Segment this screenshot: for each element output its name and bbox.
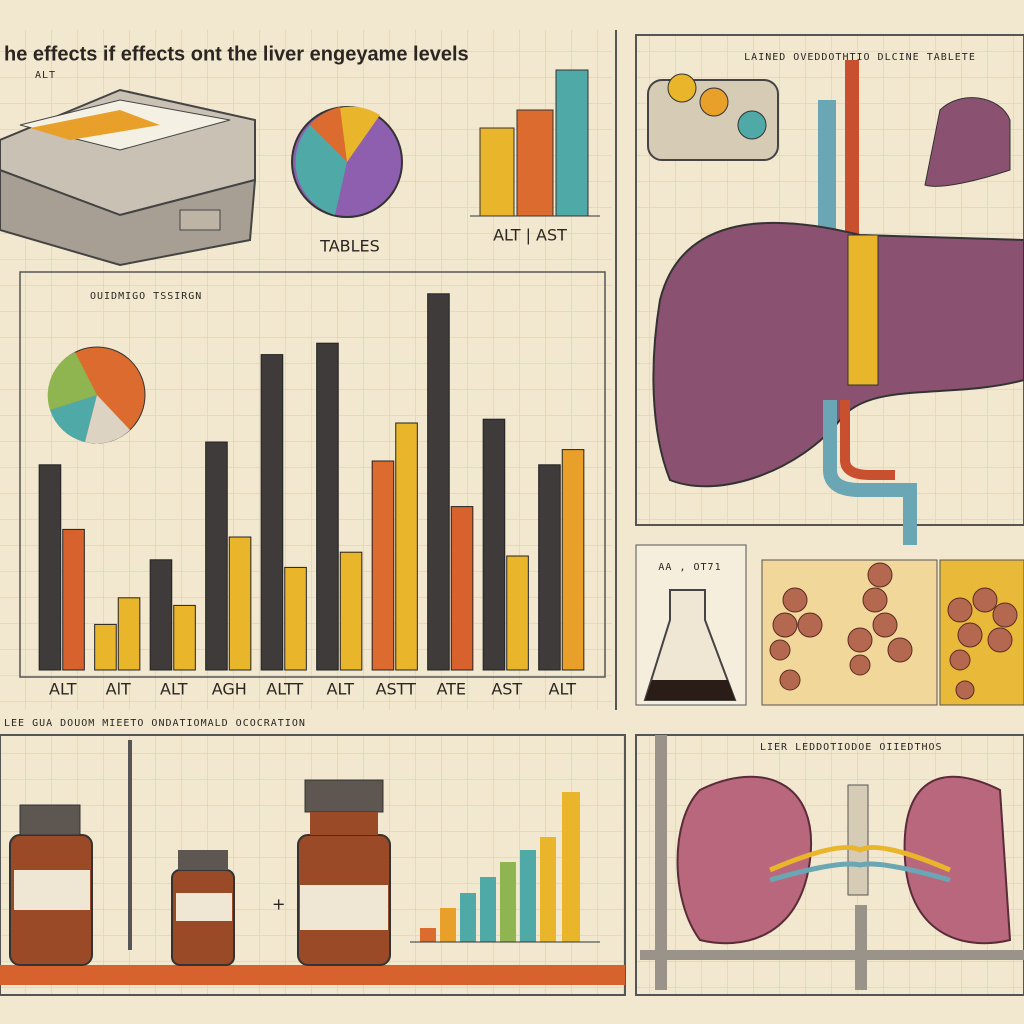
x-tick-label: AST xyxy=(491,680,522,699)
x-tick-label: AlT xyxy=(106,680,131,699)
flask-label: AA , OT71 xyxy=(658,562,721,573)
bar xyxy=(339,551,363,671)
box-illustration: ALT xyxy=(0,70,257,267)
bar xyxy=(482,418,506,671)
chart-subtitle: OUIDMIGO TSSIRGN xyxy=(90,291,202,302)
title: he effects if effects ont the liver enge… xyxy=(4,43,469,65)
bar xyxy=(117,597,141,671)
x-tick-label: ATE xyxy=(436,680,466,699)
x-tick-label: ALT xyxy=(327,680,355,699)
pie-label: TABLES xyxy=(319,237,380,256)
mini-bars: ALT | AST xyxy=(470,69,600,245)
flask-panel: AA , OT71 xyxy=(635,544,1024,706)
bar xyxy=(395,422,418,671)
x-tick-label: ALTT xyxy=(266,680,303,699)
x-tick-label: ASTT xyxy=(376,680,417,699)
bar xyxy=(538,464,561,671)
bar xyxy=(205,441,228,671)
x-tick-label: ALT xyxy=(49,680,77,699)
bar xyxy=(316,342,339,671)
chart-frame xyxy=(19,271,606,678)
bar xyxy=(38,464,62,671)
mini-pie xyxy=(47,346,146,444)
bar xyxy=(561,449,585,671)
bottom-left-caption: LEE GUA DOUOM MIEETO ONDATIOMALD OCOCRAT… xyxy=(4,718,306,729)
x-tick-label: AGH xyxy=(212,680,247,699)
mini-bars-label: ALT | AST xyxy=(493,226,567,245)
bar xyxy=(149,559,173,671)
bar xyxy=(450,506,474,671)
bar xyxy=(94,623,117,671)
bar xyxy=(506,555,529,671)
pie-illustration: TABLES xyxy=(291,106,403,256)
kidneys-illustration: LIER LEDDOTIODOE OIIEDTHOS xyxy=(640,735,1024,990)
bar xyxy=(427,293,450,671)
liver-illustration: LAINED OVEDDOTHTIO DLCINE TABLETE xyxy=(647,52,1024,545)
bar xyxy=(284,566,307,671)
bar xyxy=(173,604,196,671)
x-tick-label: ALT xyxy=(160,680,188,699)
bar xyxy=(62,528,85,671)
bar xyxy=(260,354,284,671)
plus-sign: + xyxy=(272,895,285,914)
bar xyxy=(228,536,252,671)
bottles-illustration: LEE GUA DOUOM MIEETO ONDATIOMALD OCOCRAT… xyxy=(0,718,625,985)
liver-caption: LAINED OVEDDOTHTIO DLCINE TABLETE xyxy=(744,52,976,63)
bottom-right-caption: LIER LEDDOTIODOE OIIEDTHOS xyxy=(760,742,943,753)
box-label: ALT xyxy=(35,70,56,81)
bar xyxy=(371,460,395,671)
x-tick-label: ALT xyxy=(549,680,577,699)
